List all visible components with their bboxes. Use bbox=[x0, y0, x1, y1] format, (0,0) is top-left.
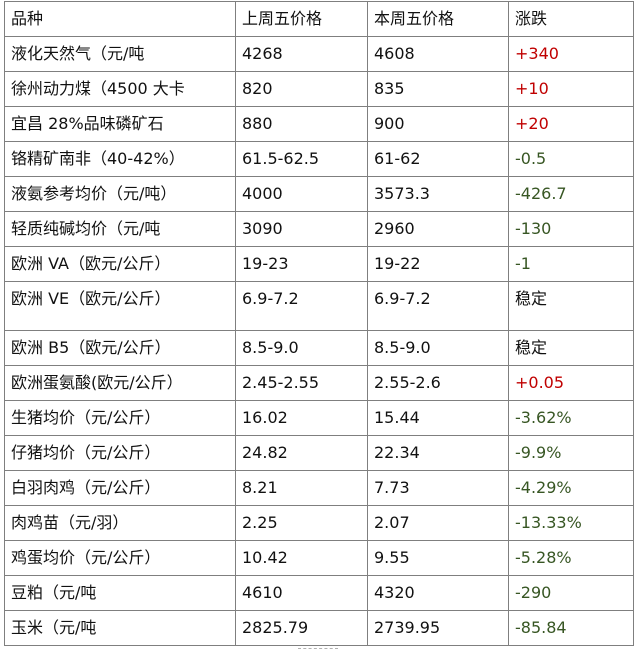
table-row: 徐州动力煤（4500 大卡 820 835 +10 bbox=[4, 71, 634, 107]
row-last-price-cell: 8.21 bbox=[235, 470, 368, 506]
row-current-price-cell: 9.55 bbox=[367, 540, 509, 576]
row-last-price-cell: 61.5-62.5 bbox=[235, 141, 368, 177]
row-change-cell: +10 bbox=[508, 71, 634, 107]
row-last-price-cell: 16.02 bbox=[235, 400, 368, 436]
row-current-price-cell: 15.44 bbox=[367, 400, 509, 436]
row-change-cell: -130 bbox=[508, 211, 634, 247]
row-last-price-cell: 4268 bbox=[235, 36, 368, 72]
row-last-price-cell: 880 bbox=[235, 106, 368, 142]
row-current-price-cell: 7.73 bbox=[367, 470, 509, 506]
header-variety: 品种 bbox=[4, 1, 236, 37]
row-last-price-cell: 8.5-9.0 bbox=[235, 330, 368, 366]
row-current-price-cell: 835 bbox=[367, 71, 509, 107]
header-change: 涨跌 bbox=[508, 1, 634, 37]
row-name-cell: 生猪均价（元/公斤） bbox=[4, 400, 236, 436]
row-last-price-cell: 24.82 bbox=[235, 435, 368, 471]
row-name-cell: 豆粕（元/吨 bbox=[4, 575, 236, 611]
row-current-price-cell: 6.9-7.2 bbox=[367, 281, 509, 331]
header-row: 品种 上周五价格 本周五价格 涨跌 bbox=[4, 1, 634, 37]
row-current-price-cell: 2960 bbox=[367, 211, 509, 247]
header-last-friday: 上周五价格 bbox=[235, 1, 368, 37]
row-last-price-cell: 2.45-2.55 bbox=[235, 365, 368, 401]
row-name-cell: 欧洲 VA（欧元/公斤） bbox=[4, 246, 236, 282]
row-change-cell: -5.28% bbox=[508, 540, 634, 576]
row-name-cell: 鸡蛋均价（元/公斤） bbox=[4, 540, 236, 576]
row-change-cell: -85.84 bbox=[508, 610, 634, 646]
row-current-price-cell: 22.34 bbox=[367, 435, 509, 471]
table-body: 液化天然气（元/吨 4268 4608 +340 徐州动力煤（4500 大卡 820 835… bbox=[4, 36, 634, 646]
bottom-dash-mark bbox=[298, 648, 338, 650]
price-table: 品种 上周五价格 本周五价格 涨跌 液化天然气（元/吨 4268 4608 +340 徐… bbox=[4, 1, 634, 646]
row-current-price-cell: 19-22 bbox=[367, 246, 509, 282]
row-last-price-cell: 2.25 bbox=[235, 505, 368, 541]
row-current-price-cell: 900 bbox=[367, 106, 509, 142]
row-current-price-cell: 3573.3 bbox=[367, 176, 509, 212]
row-change-cell: -4.29% bbox=[508, 470, 634, 506]
row-name-cell: 肉鸡苗（元/羽） bbox=[4, 505, 236, 541]
row-current-price-cell: 4320 bbox=[367, 575, 509, 611]
row-last-price-cell: 4000 bbox=[235, 176, 368, 212]
row-last-price-cell: 10.42 bbox=[235, 540, 368, 576]
table-row: 欧洲 VE（欧元/公斤） 6.9-7.2 6.9-7.2 稳定 bbox=[4, 281, 634, 331]
row-name-cell: 白羽肉鸡（元/公斤） bbox=[4, 470, 236, 506]
row-change-cell: -426.7 bbox=[508, 176, 634, 212]
row-name-cell: 欧洲 B5（欧元/公斤） bbox=[4, 330, 236, 366]
table-row: 白羽肉鸡（元/公斤） 8.21 7.73 -4.29% bbox=[4, 470, 634, 506]
table-row: 生猪均价（元/公斤） 16.02 15.44 -3.62% bbox=[4, 400, 634, 436]
table-row: 欧洲蛋氨酸(欧元/公斤） 2.45-2.55 2.55-2.6 +0.05 bbox=[4, 365, 634, 401]
row-change-cell: -9.9% bbox=[508, 435, 634, 471]
row-change-cell: -13.33% bbox=[508, 505, 634, 541]
row-name-cell: 宜昌 28%品味磷矿石 bbox=[4, 106, 236, 142]
row-last-price-cell: 6.9-7.2 bbox=[235, 281, 368, 331]
row-current-price-cell: 61-62 bbox=[367, 141, 509, 177]
row-current-price-cell: 2.07 bbox=[367, 505, 509, 541]
row-change-cell: -1 bbox=[508, 246, 634, 282]
row-last-price-cell: 820 bbox=[235, 71, 368, 107]
table-row: 轻质纯碱均价（元/吨 3090 2960 -130 bbox=[4, 211, 634, 247]
row-name-cell: 玉米（元/吨 bbox=[4, 610, 236, 646]
row-last-price-cell: 2825.79 bbox=[235, 610, 368, 646]
row-name-cell: 欧洲蛋氨酸(欧元/公斤） bbox=[4, 365, 236, 401]
row-name-cell: 铬精矿南非（40-42%） bbox=[4, 141, 236, 177]
row-change-cell: +20 bbox=[508, 106, 634, 142]
table-row: 鸡蛋均价（元/公斤） 10.42 9.55 -5.28% bbox=[4, 540, 634, 576]
table-row: 仔猪均价（元/公斤） 24.82 22.34 -9.9% bbox=[4, 435, 634, 471]
table-row: 豆粕（元/吨 4610 4320 -290 bbox=[4, 575, 634, 611]
row-change-cell: -0.5 bbox=[508, 141, 634, 177]
table-row: 玉米（元/吨 2825.79 2739.95 -85.84 bbox=[4, 610, 634, 646]
row-current-price-cell: 2.55-2.6 bbox=[367, 365, 509, 401]
header-this-friday: 本周五价格 bbox=[367, 1, 509, 37]
table-row: 欧洲 VA（欧元/公斤） 19-23 19-22 -1 bbox=[4, 246, 634, 282]
row-name-cell: 欧洲 VE（欧元/公斤） bbox=[4, 281, 236, 331]
row-last-price-cell: 19-23 bbox=[235, 246, 368, 282]
table-row: 欧洲 B5（欧元/公斤） 8.5-9.0 8.5-9.0 稳定 bbox=[4, 330, 634, 366]
table-row: 液氨参考均价（元/吨） 4000 3573.3 -426.7 bbox=[4, 176, 634, 212]
row-current-price-cell: 2739.95 bbox=[367, 610, 509, 646]
row-change-cell: -290 bbox=[508, 575, 634, 611]
row-current-price-cell: 4608 bbox=[367, 36, 509, 72]
row-name-cell: 液化天然气（元/吨 bbox=[4, 36, 236, 72]
row-change-cell: 稳定 bbox=[508, 330, 634, 366]
row-name-cell: 轻质纯碱均价（元/吨 bbox=[4, 211, 236, 247]
row-name-cell: 徐州动力煤（4500 大卡 bbox=[4, 71, 236, 107]
table-row: 液化天然气（元/吨 4268 4608 +340 bbox=[4, 36, 634, 72]
row-current-price-cell: 8.5-9.0 bbox=[367, 330, 509, 366]
row-change-cell: -3.62% bbox=[508, 400, 634, 436]
table-row: 宜昌 28%品味磷矿石 880 900 +20 bbox=[4, 106, 634, 142]
row-change-cell: +0.05 bbox=[508, 365, 634, 401]
row-last-price-cell: 4610 bbox=[235, 575, 368, 611]
row-last-price-cell: 3090 bbox=[235, 211, 368, 247]
row-name-cell: 液氨参考均价（元/吨） bbox=[4, 176, 236, 212]
table-row: 铬精矿南非（40-42%） 61.5-62.5 61-62 -0.5 bbox=[4, 141, 634, 177]
row-name-cell: 仔猪均价（元/公斤） bbox=[4, 435, 236, 471]
row-change-cell: 稳定 bbox=[508, 281, 634, 331]
row-change-cell: +340 bbox=[508, 36, 634, 72]
table-row: 肉鸡苗（元/羽） 2.25 2.07 -13.33% bbox=[4, 505, 634, 541]
